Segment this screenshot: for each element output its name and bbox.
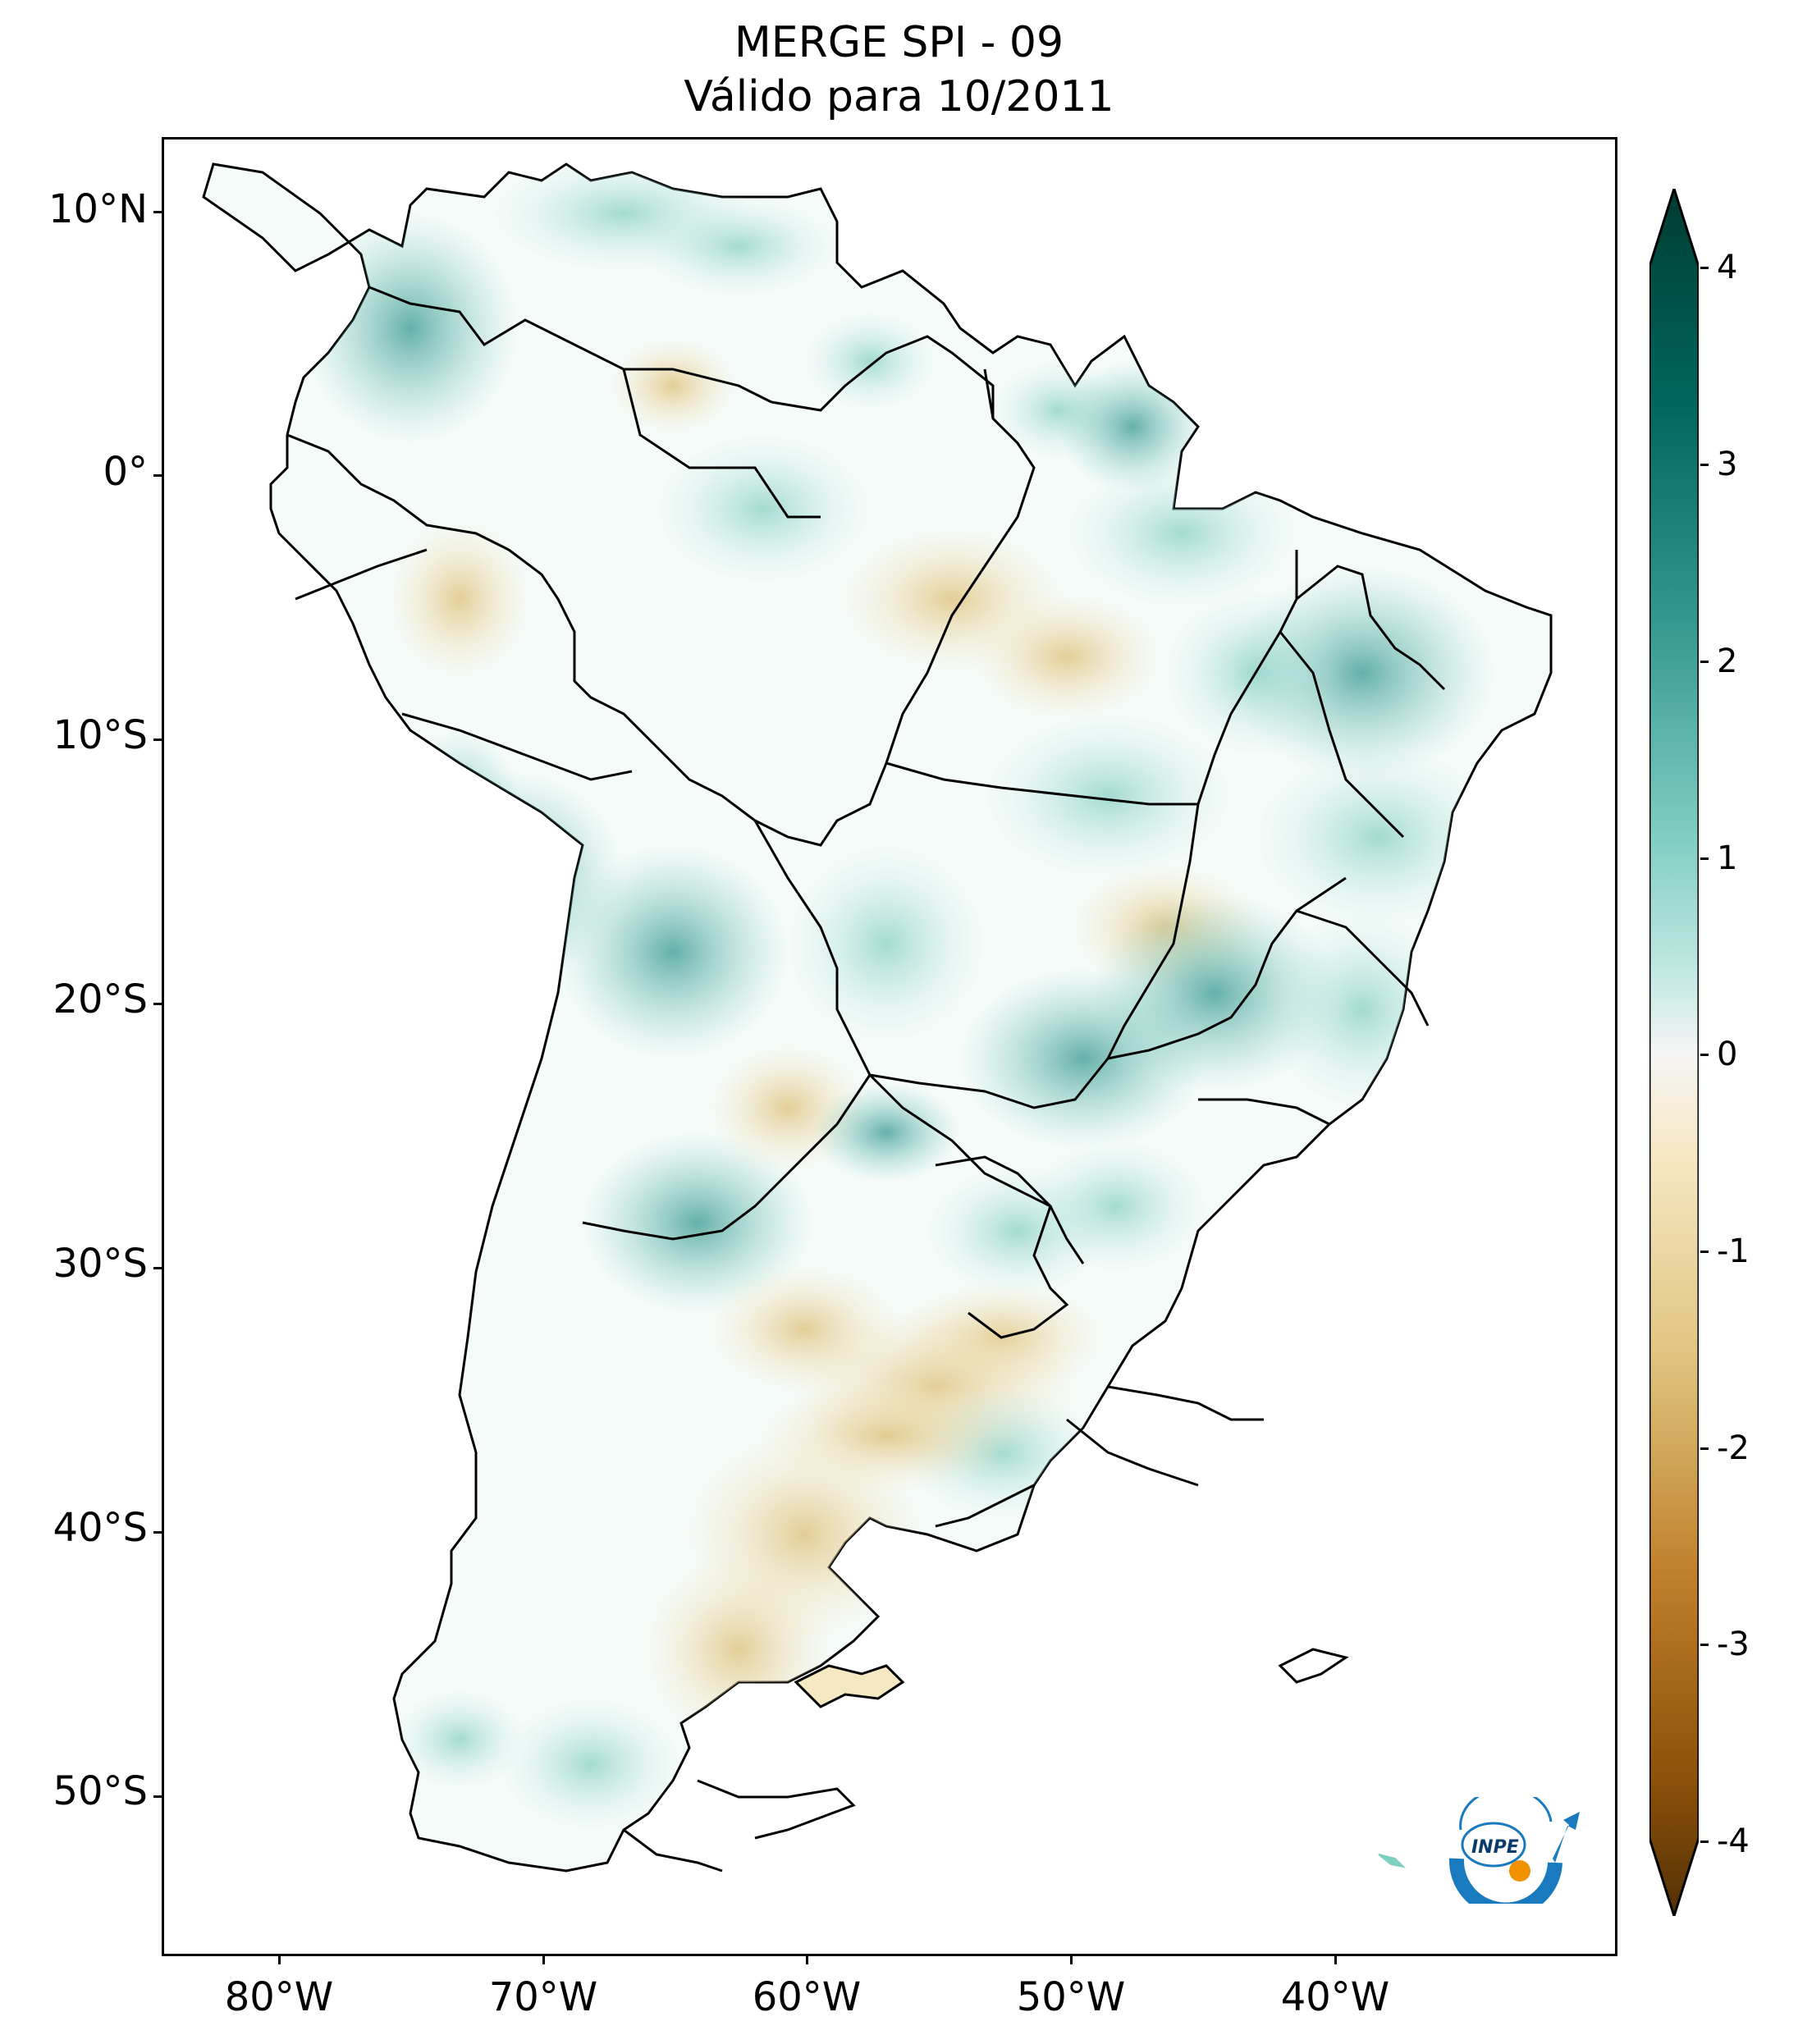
lon-tick	[1070, 1956, 1073, 1964]
lat-label-50s: 50°S	[53, 1768, 148, 1814]
colorbar-tick	[1700, 661, 1709, 663]
colorbar-tick	[1700, 1644, 1709, 1646]
lat-label-40s: 40°S	[53, 1505, 148, 1551]
colorbar-label: -1	[1717, 1232, 1750, 1270]
colorbar-label: -2	[1717, 1429, 1750, 1467]
lon-label-50w: 50°W	[1016, 1974, 1126, 2020]
lon-tick	[542, 1956, 545, 1964]
colorbar-bar	[1649, 189, 1699, 1916]
lon-label-40w: 40°W	[1280, 1974, 1390, 2020]
lat-tick	[153, 1795, 162, 1798]
colorbar-label: -4	[1717, 1822, 1750, 1860]
lat-tick	[153, 738, 162, 741]
lat-tick	[153, 1531, 162, 1534]
colorbar-tick	[1700, 267, 1709, 269]
lat-tick	[153, 211, 162, 213]
colorbar-label: 0	[1717, 1036, 1738, 1073]
lon-label-60w: 60°W	[752, 1974, 862, 2020]
colorbar-label: 1	[1717, 839, 1738, 877]
lat-tick	[153, 1003, 162, 1005]
colorbar	[1649, 189, 1699, 1916]
lat-tick	[153, 1267, 162, 1269]
lat-label-10n: 10°N	[48, 186, 148, 232]
lon-tick	[278, 1956, 281, 1964]
south-georgia-island	[1378, 1854, 1407, 1868]
colorbar-tick	[1700, 857, 1709, 860]
lon-tick	[806, 1956, 808, 1964]
colorbar-tick	[1700, 1841, 1709, 1843]
lat-label-20s: 20°S	[53, 976, 148, 1022]
south-america-map	[202, 162, 1553, 1873]
colorbar-label: 4	[1717, 249, 1738, 286]
colorbar-label: 3	[1717, 446, 1738, 483]
colorbar-tick	[1700, 1251, 1709, 1253]
colorbar-tick	[1700, 1447, 1709, 1450]
inpe-logo: INPE	[1448, 1797, 1580, 1904]
map-subtitle: Válido para 10/2011	[684, 72, 1114, 121]
colorbar-tick	[1700, 1054, 1709, 1056]
inpe-logo-text: INPE	[1471, 1837, 1519, 1858]
lon-label-80w: 80°W	[224, 1974, 334, 2020]
colorbar-label: -3	[1717, 1626, 1750, 1663]
lon-tick	[1334, 1956, 1337, 1964]
borders	[286, 286, 1446, 1873]
lat-tick	[153, 474, 162, 477]
lon-label-70w: 70°W	[488, 1974, 598, 2020]
map-area	[162, 137, 1617, 1956]
colorbar-tick	[1700, 464, 1709, 466]
falkland-islands	[794, 1664, 905, 1708]
spi-shading	[304, 164, 1502, 1830]
lat-label-30s: 30°S	[53, 1241, 148, 1287]
map-title: MERGE SPI - 09	[734, 18, 1064, 67]
colorbar-label: 2	[1717, 642, 1738, 680]
lat-label-0: 0°	[103, 449, 148, 495]
lat-label-10s: 10°S	[53, 712, 148, 758]
